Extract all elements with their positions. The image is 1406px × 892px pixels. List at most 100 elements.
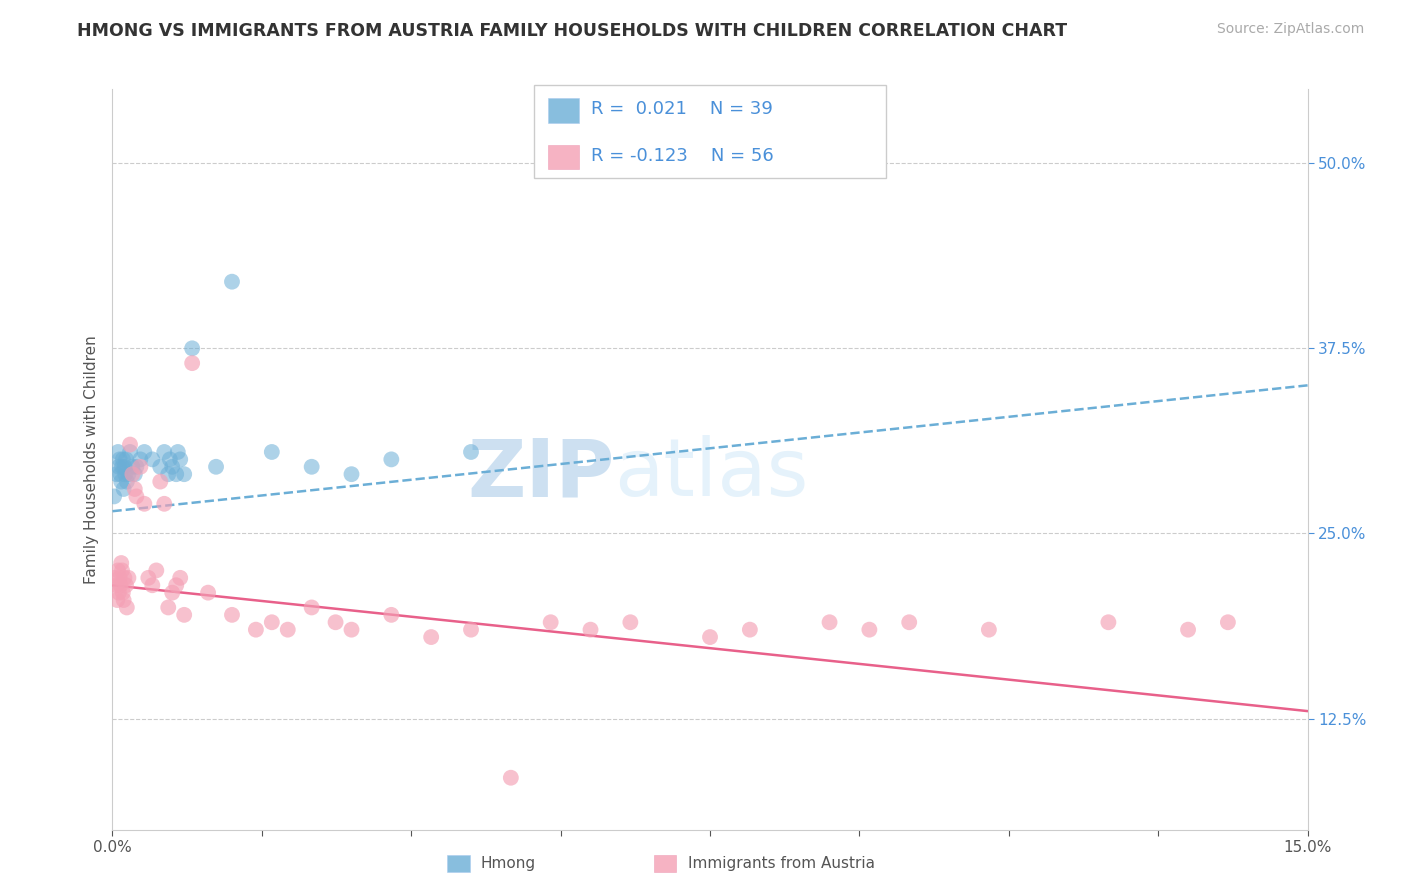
Point [499, 771, 522, 785]
Point [460, 623, 482, 637]
Point [108, 571, 131, 585]
Text: R =  0.021    N = 39: R = 0.021 N = 39 [591, 100, 772, 119]
Point [129, 459, 152, 474]
Point [134, 445, 156, 459]
Point [153, 445, 176, 459]
Point [169, 452, 191, 467]
Point [108, 452, 131, 467]
Point [111, 459, 134, 474]
Point [221, 275, 243, 289]
Point [141, 578, 163, 592]
Point [105, 467, 128, 482]
Point [114, 467, 136, 482]
Point [197, 585, 219, 599]
Point [245, 623, 267, 637]
Point [619, 615, 641, 630]
Point [114, 459, 135, 474]
Point [110, 475, 132, 489]
Point [107, 445, 129, 459]
Point [169, 571, 191, 585]
Point [165, 578, 187, 592]
Text: atlas: atlas [614, 435, 808, 513]
Point [301, 600, 323, 615]
Point [107, 564, 129, 578]
Point [115, 452, 138, 467]
Text: Immigrants from Austria: Immigrants from Austria [688, 856, 875, 871]
Point [121, 459, 143, 474]
Point [134, 497, 156, 511]
Point [112, 593, 135, 607]
Point [115, 475, 138, 489]
Point [110, 578, 132, 592]
Point [111, 452, 134, 467]
Point [977, 623, 1000, 637]
Point [111, 564, 134, 578]
Point [162, 459, 183, 474]
Point [380, 607, 402, 622]
Point [699, 630, 721, 644]
Point [117, 571, 139, 585]
Point [153, 497, 176, 511]
Text: HMONG VS IMMIGRANTS FROM AUSTRIA FAMILY HOUSEHOLDS WITH CHILDREN CORRELATION CHA: HMONG VS IMMIGRANTS FROM AUSTRIA FAMILY … [77, 22, 1067, 40]
Point [166, 445, 188, 459]
Point [117, 467, 139, 482]
Point [818, 615, 841, 630]
Point [460, 445, 482, 459]
Point [115, 578, 138, 592]
Point [141, 452, 163, 467]
Point [301, 459, 323, 474]
Text: Hmong: Hmong [481, 856, 536, 871]
Point [114, 571, 135, 585]
Text: Source: ZipAtlas.com: Source: ZipAtlas.com [1216, 22, 1364, 37]
Point [157, 600, 180, 615]
Point [110, 556, 132, 570]
Point [105, 593, 128, 607]
Point [149, 475, 172, 489]
Y-axis label: Family Households with Children: Family Households with Children [83, 335, 98, 583]
Point [173, 467, 195, 482]
Point [858, 623, 880, 637]
Point [260, 615, 283, 630]
Point [108, 459, 131, 474]
Point [1177, 623, 1199, 637]
Point [105, 578, 128, 592]
Text: ZIP: ZIP [467, 435, 614, 513]
Point [108, 585, 131, 599]
Point [738, 623, 761, 637]
Point [579, 623, 602, 637]
Point [129, 452, 152, 467]
Point [380, 452, 402, 467]
Text: R = -0.123    N = 56: R = -0.123 N = 56 [591, 147, 773, 165]
Point [145, 564, 167, 578]
Point [118, 437, 141, 451]
Point [165, 467, 187, 482]
Point [162, 585, 183, 599]
Point [340, 467, 363, 482]
Point [173, 607, 195, 622]
Point [420, 630, 443, 644]
Point [125, 489, 148, 503]
Point [1216, 615, 1239, 630]
Point [221, 607, 243, 622]
Point [111, 585, 134, 599]
Point [540, 615, 562, 630]
Point [121, 467, 143, 482]
Point [157, 467, 180, 482]
Point [205, 459, 228, 474]
Point [159, 452, 181, 467]
Point [138, 571, 160, 585]
Point [124, 482, 146, 496]
Point [325, 615, 347, 630]
Point [260, 445, 283, 459]
Point [124, 467, 146, 482]
Point [149, 459, 172, 474]
Point [110, 467, 132, 482]
Point [898, 615, 921, 630]
Point [1097, 615, 1119, 630]
Point [125, 459, 148, 474]
Point [118, 445, 141, 459]
Point [115, 600, 138, 615]
Point [104, 571, 127, 585]
Point [340, 623, 363, 637]
Point [103, 489, 125, 503]
